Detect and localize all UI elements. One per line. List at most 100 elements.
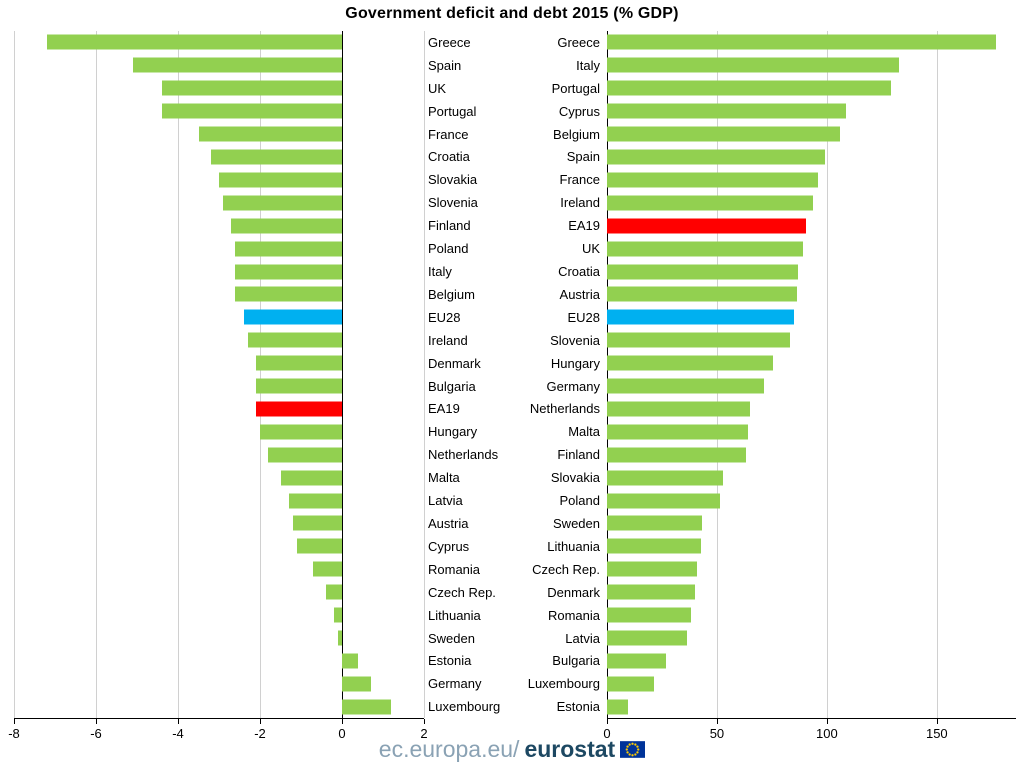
gridline: [716, 31, 718, 718]
bar-row: [607, 466, 1016, 489]
zero-axis-line: [342, 31, 343, 718]
bar-deficit-slovakia: [219, 172, 342, 188]
bar-row: [14, 649, 424, 672]
country-label-debt-estonia: Estonia: [556, 699, 600, 715]
country-label-debt-belgium: Belgium: [553, 126, 600, 142]
country-label-deficit-estonia: Estonia: [428, 653, 472, 669]
country-label-deficit-austria: Austria: [428, 515, 469, 531]
bar-debt-denmark: [607, 584, 696, 600]
country-label-deficit-uk: UK: [428, 80, 447, 96]
tick-label: 0: [338, 726, 346, 741]
bar-debt-malta: [607, 424, 748, 440]
deficit-plot: [14, 31, 425, 718]
country-label-debt-greece: Greece: [557, 34, 600, 50]
bar-row: [607, 100, 1016, 123]
country-label-debt-malta: Malta: [568, 424, 600, 440]
bar-deficit-austria: [292, 515, 342, 531]
deficit-axis-line: [14, 718, 424, 719]
bar-row: [607, 77, 1016, 100]
bar-debt-estonia: [607, 699, 629, 715]
bar-row: [607, 672, 1016, 695]
country-label-debt-czech-rep: Czech Rep.: [532, 561, 600, 577]
bar-row: [607, 398, 1016, 421]
bar-row: [607, 306, 1016, 329]
bar-row: [14, 306, 424, 329]
tick-mark: [342, 719, 343, 724]
bar-row: [607, 237, 1016, 260]
country-label-deficit-netherlands: Netherlands: [428, 447, 499, 463]
country-label-deficit-croatia: Croatia: [428, 149, 470, 165]
country-label-debt-poland: Poland: [559, 493, 600, 509]
bar-deficit-bulgaria: [255, 378, 342, 394]
tick-label: -6: [90, 726, 102, 741]
tick-label: -2: [254, 726, 266, 741]
bar-row: [14, 352, 424, 375]
bar-debt-poland: [607, 493, 720, 509]
bar-deficit-latvia: [288, 493, 342, 509]
bar-row: [607, 512, 1016, 535]
bar-deficit-uk: [161, 80, 342, 96]
bar-debt-portugal: [607, 80, 891, 96]
country-label-deficit-romania: Romania: [428, 561, 481, 577]
tick-mark: [96, 719, 97, 724]
bar-row: [607, 535, 1016, 558]
bar-deficit-luxembourg: [342, 699, 392, 715]
bar-debt-italy: [607, 57, 899, 73]
country-label-deficit-ireland: Ireland: [428, 332, 468, 348]
bar-debt-czech-rep: [607, 561, 698, 577]
country-label-deficit-greece: Greece: [428, 34, 471, 50]
bar-debt-bulgaria: [607, 653, 666, 669]
bar-row: [14, 672, 424, 695]
gridline: [424, 31, 425, 718]
country-label-deficit-eu28: EU28: [428, 309, 461, 325]
bar-row: [607, 375, 1016, 398]
country-label-deficit-slovakia: Slovakia: [428, 172, 478, 188]
tick-label: 50: [709, 726, 725, 741]
bar-deficit-belgium: [235, 286, 342, 302]
bar-row: [14, 489, 424, 512]
bar-row: [14, 77, 424, 100]
bar-row: [607, 558, 1016, 581]
bar-row: [607, 420, 1016, 443]
bar-row: [607, 31, 1016, 54]
footer: ec.europa.eu/eurostat: [0, 736, 1024, 763]
country-label-deficit-malta: Malta: [428, 470, 460, 486]
bar-row: [607, 54, 1016, 77]
bar-deficit-malta: [280, 470, 342, 486]
country-label-debt-spain: Spain: [566, 149, 600, 165]
bar-row: [14, 214, 424, 237]
bar-row: [607, 352, 1016, 375]
bar-deficit-finland: [231, 218, 342, 234]
gridline: [260, 31, 261, 718]
bar-deficit-estonia: [342, 653, 359, 669]
country-label-debt-austria: Austria: [559, 286, 600, 302]
bar-debt-ea19: [607, 218, 807, 234]
country-label-deficit-belgium: Belgium: [428, 286, 475, 302]
country-label-debt-portugal: Portugal: [551, 80, 600, 96]
bar-deficit-romania: [313, 561, 342, 577]
bar-deficit-slovenia: [223, 195, 342, 211]
country-label-debt-ea19: EA19: [568, 218, 600, 234]
bar-deficit-greece: [46, 34, 342, 50]
bar-row: [607, 283, 1016, 306]
bar-deficit-lithuania: [333, 607, 342, 623]
country-label-debt-luxembourg: Luxembourg: [527, 676, 600, 692]
bar-debt-uk: [607, 241, 804, 257]
gridline: [14, 31, 15, 718]
country-label-debt-romania: Romania: [547, 607, 600, 623]
country-label-debt-bulgaria: Bulgaria: [552, 653, 600, 669]
country-label-debt-cyprus: Cyprus: [558, 103, 600, 119]
bar-deficit-italy: [235, 264, 342, 280]
bar-row: [607, 443, 1016, 466]
bar-row: [14, 420, 424, 443]
bar-row: [14, 558, 424, 581]
country-label-deficit-spain: Spain: [428, 57, 462, 73]
bar-debt-croatia: [607, 264, 798, 280]
chart-title: Government deficit and debt 2015 (% GDP): [345, 5, 679, 22]
bar-row: [14, 466, 424, 489]
bar-deficit-netherlands: [268, 447, 342, 463]
country-label-deficit-italy: Italy: [428, 264, 452, 280]
bar-row: [607, 329, 1016, 352]
tick-label: 100: [816, 726, 838, 741]
